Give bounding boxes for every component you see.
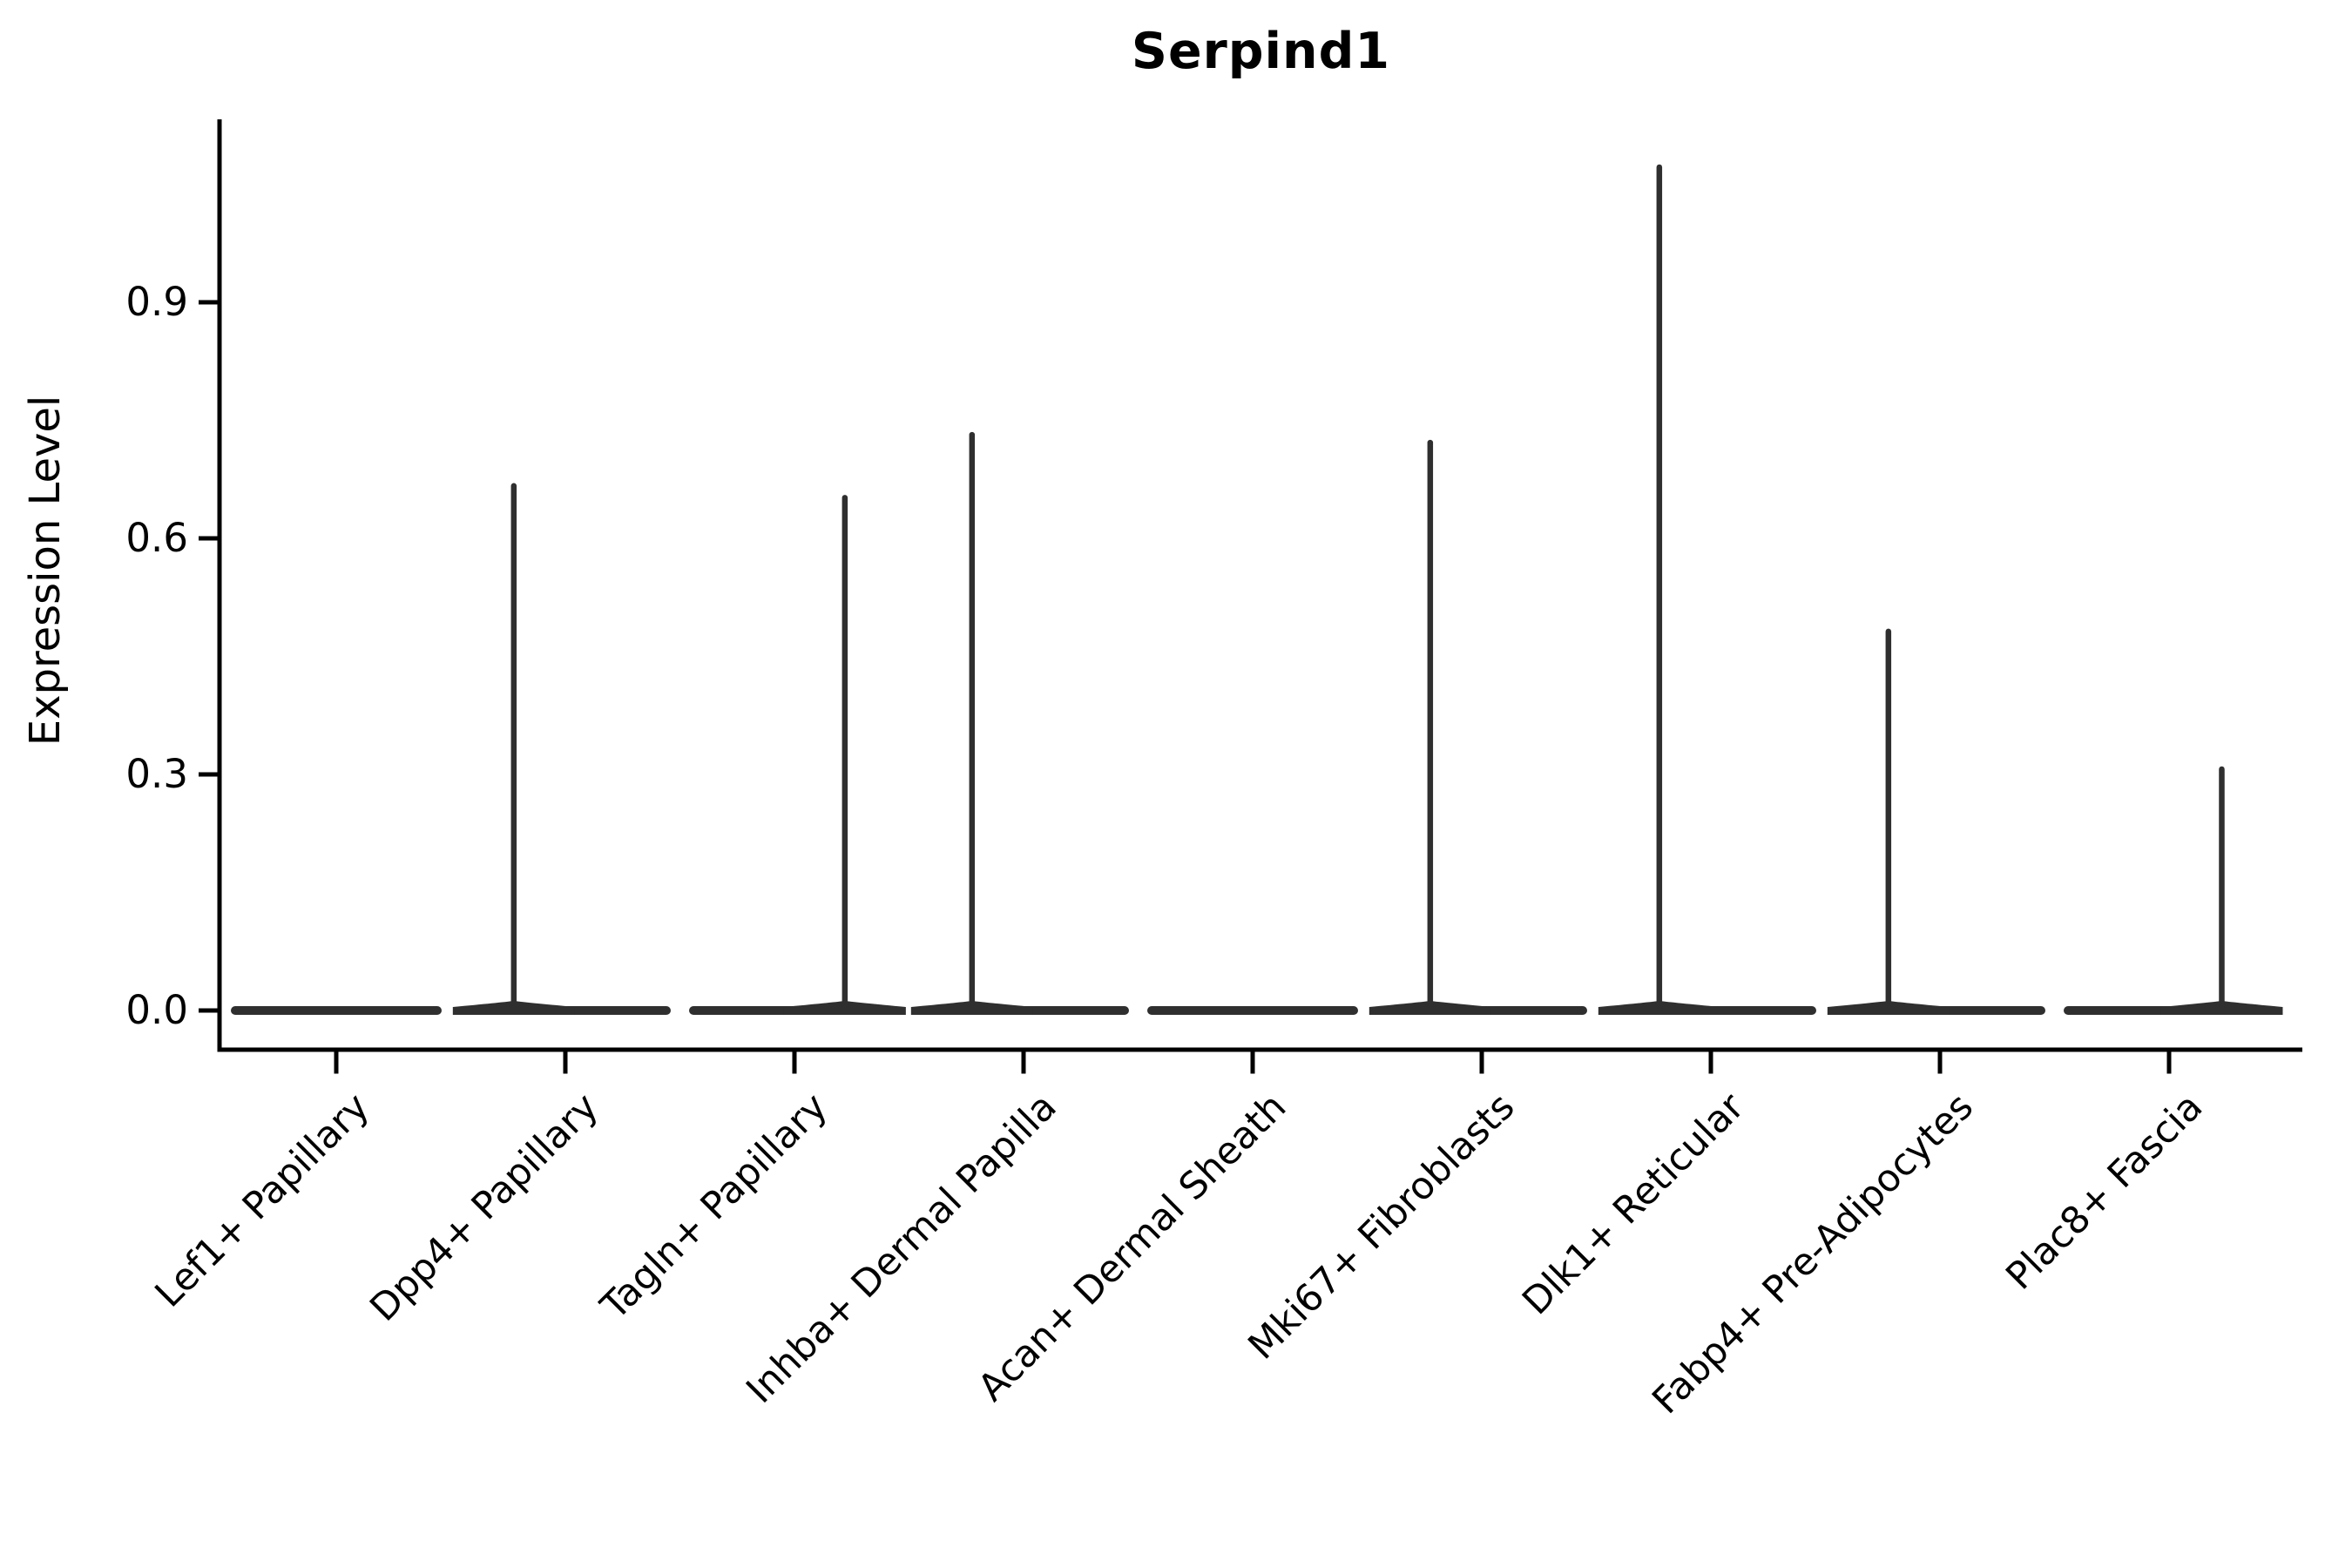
y-tick-label: 0.9 <box>125 279 188 326</box>
y-tick-label: 0.6 <box>125 515 188 562</box>
violin-body <box>1147 1006 1358 1015</box>
y-tick-label: 0.0 <box>125 987 188 1033</box>
violin-body <box>231 1006 442 1015</box>
chart-title: Serpind1 <box>1131 23 1391 80</box>
y-tick-label: 0.3 <box>125 751 188 797</box>
